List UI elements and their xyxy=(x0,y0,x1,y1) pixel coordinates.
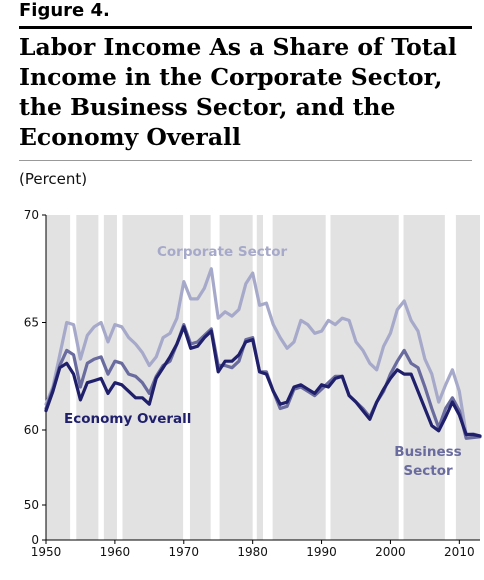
annotation-business-sector: Sector xyxy=(403,463,453,479)
x-tick-label: 1960 xyxy=(100,545,131,559)
expansion-band xyxy=(122,215,184,540)
y-tick-label: 0 xyxy=(31,533,39,547)
chart-title: Labor Income As a Share of Total Income … xyxy=(19,33,457,151)
annotation-corporate-sector: Corporate Sector xyxy=(157,244,287,260)
annotation-economy-overall: Economy Overall xyxy=(64,411,191,427)
axes-layer: 0 50 60 65 70 1950 1960 1970 1980 1990 2000 2010 xyxy=(24,208,480,559)
annotation-business-sector: Business xyxy=(394,444,461,460)
expansion-shading-layer xyxy=(46,215,480,540)
expansion-band xyxy=(189,215,211,540)
annotation-layer: Corporate Sector Economy Overall Business S… xyxy=(64,244,462,479)
expansion-band xyxy=(219,215,253,540)
x-tick-label: 2000 xyxy=(375,545,406,559)
x-tick-label: 1990 xyxy=(306,545,337,559)
expansion-band xyxy=(256,215,263,540)
x-tick-label: 1980 xyxy=(237,545,268,559)
expansion-band xyxy=(272,215,326,540)
expansion-band xyxy=(455,215,480,540)
title-rule xyxy=(19,160,472,161)
y-axis-unit-label: (Percent) xyxy=(19,170,88,188)
series-line xyxy=(44,267,482,438)
expansion-band xyxy=(103,215,117,540)
y-tick-label: 50 xyxy=(24,498,39,512)
series-layer xyxy=(44,267,482,440)
y-tick-label: 70 xyxy=(24,208,39,222)
top-rule xyxy=(19,26,472,29)
expansion-band xyxy=(76,215,99,540)
x-tick-label: 2010 xyxy=(444,545,475,559)
figure-label: Figure 4. xyxy=(19,0,110,21)
y-tick-label: 60 xyxy=(24,423,39,437)
expansion-band xyxy=(403,215,445,540)
x-tick-label: 1970 xyxy=(169,545,200,559)
x-tick-label: 1950 xyxy=(31,545,62,559)
y-tick-label: 65 xyxy=(24,316,39,330)
series-line xyxy=(44,325,482,438)
